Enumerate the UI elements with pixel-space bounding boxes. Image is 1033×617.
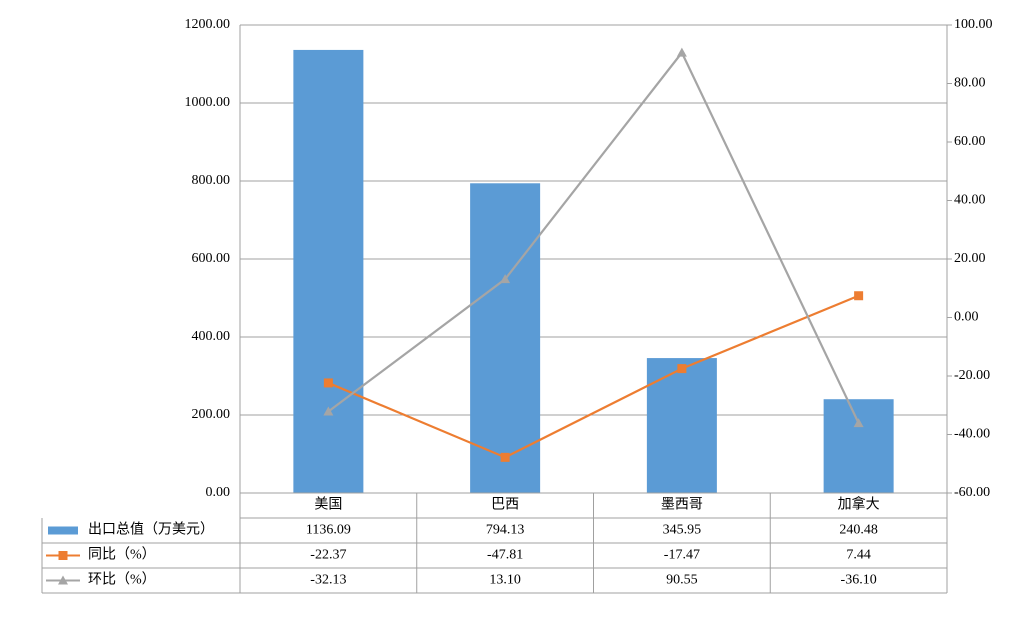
line	[327, 50, 860, 424]
marker	[854, 291, 864, 301]
marker	[853, 418, 864, 428]
y2-tick-label: 100.00	[954, 17, 993, 32]
table-value: 13.10	[489, 573, 521, 588]
legend-label: 出口总值（万美元）	[88, 522, 214, 538]
x-tick-label: 美国	[314, 497, 342, 513]
y2-tick-label: 20.00	[954, 251, 986, 266]
y-tick-label: 200.00	[192, 407, 231, 422]
legend-marker	[58, 551, 68, 560]
table-value: -17.47	[664, 548, 700, 563]
table-value: 1136.09	[306, 523, 351, 538]
table-value: 7.44	[846, 548, 871, 563]
bar	[823, 399, 894, 493]
y-tick-label: 800.00	[192, 173, 231, 188]
marker	[323, 378, 333, 388]
line	[327, 294, 860, 459]
marker	[500, 452, 510, 462]
table-value: 794.13	[486, 523, 525, 538]
table-value: -36.10	[841, 573, 877, 588]
bar	[293, 49, 364, 494]
y-tick-label: 1200.00	[185, 17, 231, 32]
y-tick-label: 0.00	[206, 485, 231, 500]
y2-tick-label: 80.00	[954, 76, 986, 91]
y2-tick-label: 0.00	[954, 310, 979, 325]
y2-tick-label: -20.00	[954, 368, 990, 383]
y-tick-label: 600.00	[192, 251, 231, 266]
y-tick-label: 400.00	[192, 329, 231, 344]
table-value: 90.55	[666, 573, 698, 588]
x-tick-label: 墨西哥	[661, 498, 703, 513]
table-value: 240.48	[839, 523, 878, 538]
y2-tick-label: -40.00	[954, 427, 990, 442]
legend-label: 环比（%）	[88, 572, 156, 588]
legend-label: 同比（%）	[88, 547, 156, 563]
y2-tick-label: 60.00	[954, 134, 986, 149]
table-value: 345.95	[663, 523, 702, 538]
legend-key	[48, 526, 78, 535]
bar	[646, 358, 717, 493]
table-value: -47.81	[487, 548, 523, 563]
table-value: -22.37	[310, 548, 346, 563]
y2-tick-label: -60.00	[954, 485, 990, 500]
legend-marker	[58, 575, 68, 585]
marker	[323, 406, 334, 416]
marker	[677, 364, 687, 374]
y2-tick-label: 40.00	[954, 193, 986, 208]
bar	[470, 183, 541, 493]
x-tick-label: 巴西	[491, 498, 519, 513]
marker	[676, 47, 687, 57]
marker	[500, 274, 511, 284]
x-tick-label: 加拿大	[838, 496, 880, 513]
y-tick-label: 1000.00	[185, 95, 231, 110]
table-value: -32.13	[310, 573, 346, 588]
